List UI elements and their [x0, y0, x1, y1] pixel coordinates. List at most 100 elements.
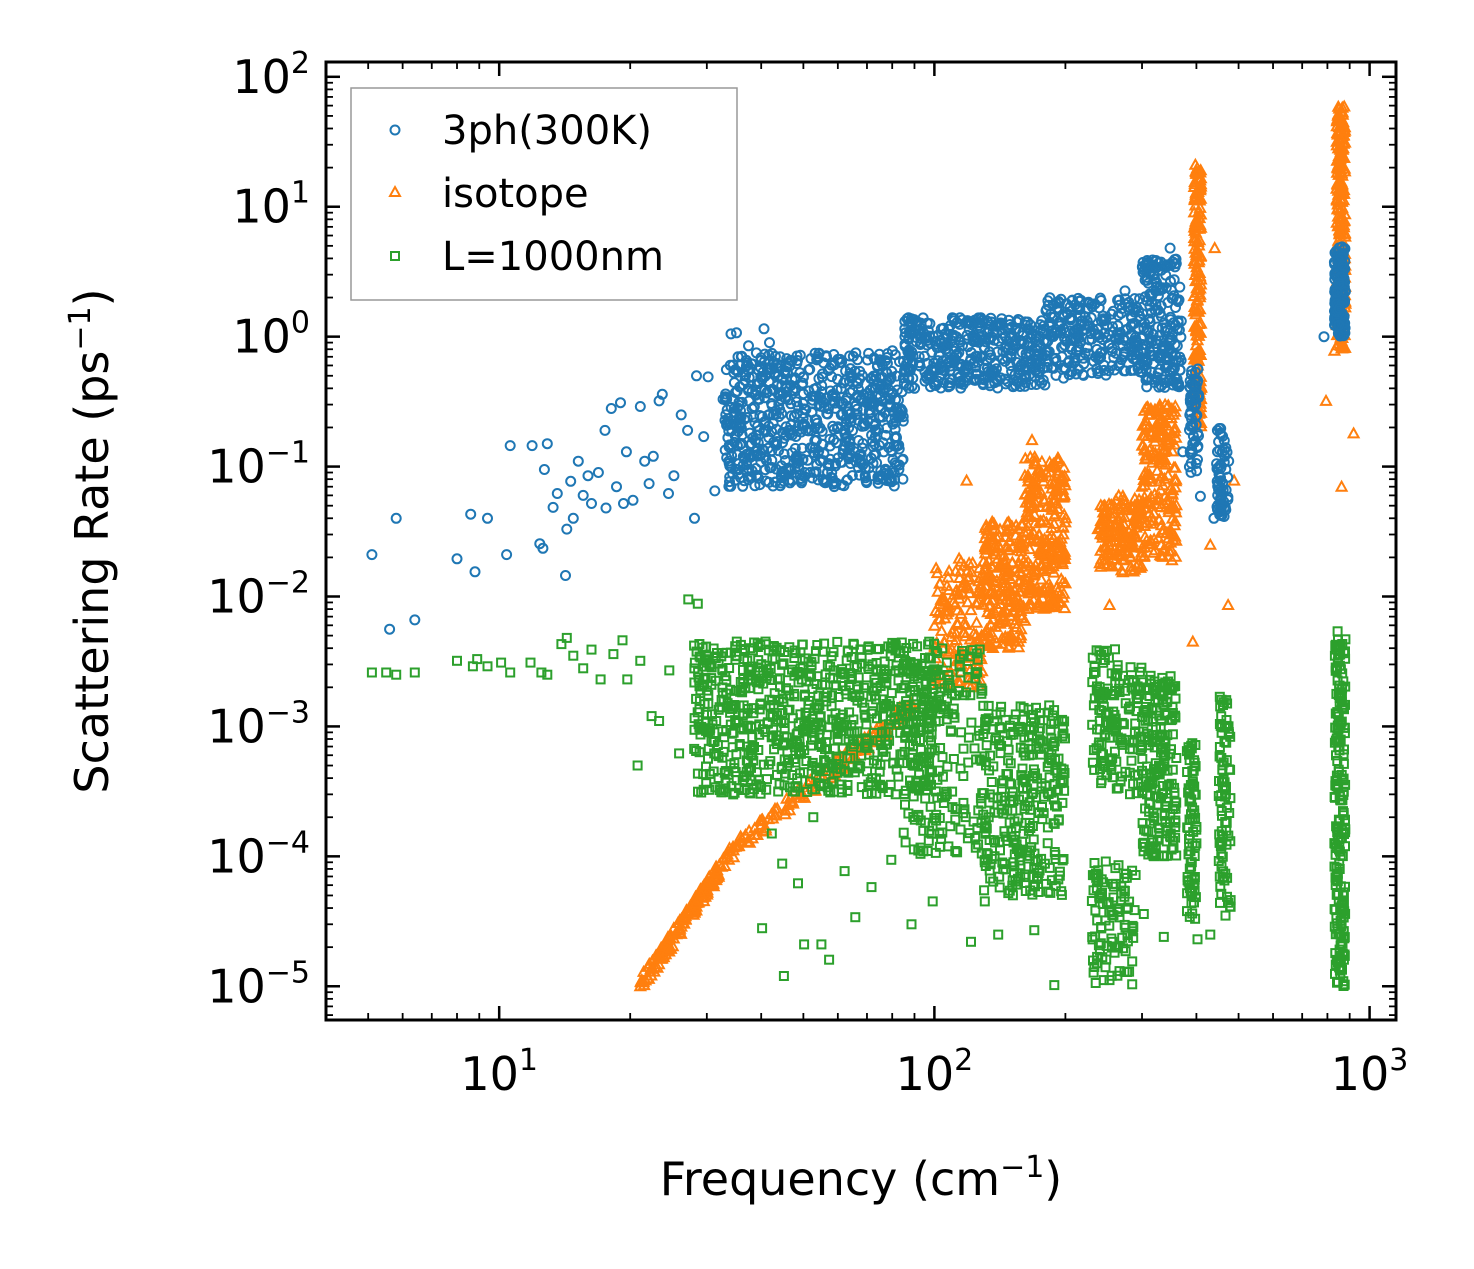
data-point-triangle: [1151, 530, 1165, 543]
data-point-triangle: [964, 565, 978, 578]
data-point-triangle: [1039, 515, 1054, 528]
data-point-triangle: [1019, 495, 1033, 508]
data-point-triangle: [927, 618, 942, 631]
data-point-triangle: [649, 948, 663, 961]
data-point-triangle: [1140, 451, 1154, 464]
data-point-triangle: [1124, 499, 1139, 512]
data-point-triangle: [730, 839, 744, 852]
data-point-triangle: [700, 885, 714, 898]
data-point-triangle: [755, 812, 770, 825]
data-point-triangle: [1191, 245, 1205, 258]
data-point-triangle: [1046, 559, 1060, 572]
data-point-triangle: [1144, 428, 1158, 441]
data-point-triangle: [1002, 595, 1017, 608]
data-point-triangle: [1093, 517, 1108, 530]
data-point-triangle: [1152, 402, 1167, 415]
data-point-triangle: [1113, 538, 1127, 551]
data-point-triangle: [978, 538, 993, 551]
data-point-triangle: [1330, 114, 1344, 127]
data-point-triangle: [1168, 460, 1182, 473]
data-point-triangle: [1028, 457, 1042, 470]
data-point-triangle: [1027, 593, 1041, 606]
data-point-triangle: [1005, 556, 1019, 569]
data-point-triangle: [741, 835, 756, 848]
data-point-triangle: [1103, 519, 1118, 532]
data-point-triangle: [966, 555, 980, 568]
data-point-triangle: [1187, 299, 1202, 312]
data-point-triangle: [683, 905, 698, 918]
data-point-triangle: [1137, 490, 1152, 503]
data-point-triangle: [1190, 292, 1205, 305]
data-point-triangle: [1099, 518, 1113, 531]
data-point-triangle: [1047, 598, 1061, 611]
data-point-triangle: [983, 570, 997, 583]
data-point-triangle: [969, 615, 984, 628]
data-point-triangle: [989, 635, 1004, 648]
data-point-triangle: [1160, 525, 1174, 538]
data-point-triangle: [951, 674, 965, 687]
data-point-triangle: [1108, 542, 1122, 555]
data-point-triangle: [1116, 528, 1130, 541]
data-point-triangle: [1115, 548, 1129, 561]
series-layer: [366, 99, 1361, 992]
data-point-triangle: [1330, 126, 1344, 139]
data-point-triangle: [996, 580, 1011, 593]
data-point-triangle: [1158, 489, 1172, 502]
data-point-triangle: [1346, 426, 1361, 439]
data-point-triangle: [694, 887, 708, 900]
data-point-triangle: [720, 847, 734, 860]
data-point-triangle: [1186, 634, 1200, 647]
data-point-triangle: [642, 956, 656, 969]
data-point-triangle: [1332, 167, 1346, 180]
data-point-triangle: [1165, 511, 1180, 524]
data-point-triangle: [1194, 171, 1208, 184]
data-point-triangle: [1338, 123, 1352, 136]
data-point-triangle: [1116, 489, 1130, 502]
data-point-triangle: [1031, 585, 1046, 598]
data-point-triangle: [1009, 613, 1024, 626]
data-point-triangle: [1191, 264, 1205, 277]
data-point-triangle: [1018, 451, 1032, 464]
data-point-triangle: [1057, 460, 1071, 473]
data-point-triangle: [1143, 496, 1158, 509]
data-point-triangle: [1125, 540, 1139, 553]
data-point-triangle: [945, 625, 959, 638]
data-point-triangle: [1097, 499, 1111, 512]
data-point-triangle: [978, 561, 992, 574]
data-point-triangle: [1031, 533, 1045, 546]
data-point-triangle: [969, 596, 983, 609]
data-point-triangle: [1144, 516, 1158, 529]
data-point-triangle: [942, 583, 956, 596]
data-point-triangle: [1011, 521, 1025, 534]
data-point-triangle: [1187, 253, 1201, 266]
data-point-triangle: [1024, 565, 1039, 578]
data-point-triangle: [950, 583, 964, 596]
data-point-triangle: [999, 524, 1013, 537]
data-point-triangle: [931, 584, 945, 597]
data-point-triangle: [1021, 554, 1035, 567]
data-point-triangle: [1189, 221, 1203, 234]
data-point-triangle: [761, 812, 775, 825]
data-point-triangle: [1165, 401, 1179, 414]
data-point-triangle: [1130, 511, 1145, 524]
data-point-triangle: [934, 623, 949, 636]
data-point-triangle: [989, 541, 1003, 554]
data-point-triangle: [655, 951, 669, 964]
data-point-triangle: [1051, 450, 1065, 463]
data-point-triangle: [983, 639, 997, 652]
data-point-triangle: [1333, 223, 1347, 236]
data-point-triangle: [1037, 492, 1051, 505]
data-point-triangle: [995, 636, 1009, 649]
data-point-triangle: [1158, 452, 1172, 465]
data-point-triangle: [1034, 485, 1048, 498]
data-point-triangle: [1027, 498, 1041, 511]
data-point-triangle: [1331, 107, 1345, 120]
data-point-triangle: [1013, 631, 1027, 644]
data-point-triangle: [956, 625, 970, 638]
data-point-triangle: [1027, 526, 1041, 539]
data-point-triangle: [1028, 516, 1042, 529]
data-point-triangle: [1208, 241, 1222, 254]
data-point-triangle: [961, 595, 975, 608]
data-point-triangle: [1203, 537, 1217, 550]
data-point-triangle: [1190, 233, 1205, 246]
